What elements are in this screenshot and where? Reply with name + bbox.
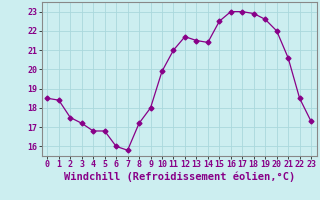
X-axis label: Windchill (Refroidissement éolien,°C): Windchill (Refroidissement éolien,°C): [64, 172, 295, 182]
